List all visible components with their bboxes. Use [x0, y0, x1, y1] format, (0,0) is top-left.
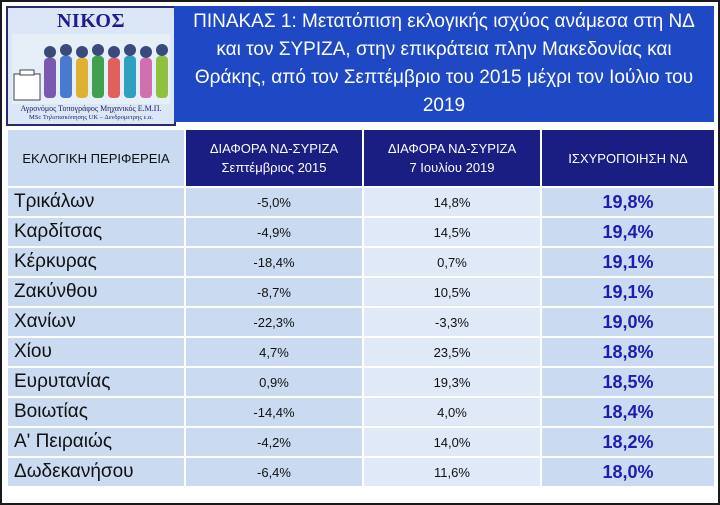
- table-row: Κέρκυρας -18,4% 0,7% 19,1%: [6, 246, 716, 278]
- cell-diff-2015: -5,0%: [184, 186, 364, 218]
- cell-diff-2019: 0,7%: [362, 246, 542, 278]
- cell-diff-2019: 14,5%: [362, 216, 542, 248]
- cell-strength: 19,1%: [540, 246, 716, 278]
- cell-diff-2015: -4,2%: [184, 426, 364, 458]
- header-diff-2015-line1: ΔΙΑΦΟΡΑ ΝΔ-ΣΥΡΙΖΑ: [209, 141, 339, 156]
- results-table: ΕΚΛΟΓΙΚΗ ΠΕΡΙΦΕΡΕΙΑ ΔΙΑΦΟΡΑ ΝΔ-ΣΥΡΙΖΑ Σε…: [6, 128, 716, 488]
- header-diff-2015-line2: Σεπτέμβριος 2015: [221, 160, 327, 175]
- table-row: Χίου 4,7% 23,5% 18,8%: [6, 336, 716, 368]
- header-diff-2019-line2: 7 Ιουλίου 2019: [409, 160, 495, 175]
- cell-region: Καρδίτσας: [6, 216, 186, 248]
- cell-strength: 19,8%: [540, 186, 716, 218]
- cell-diff-2019: -3,3%: [362, 306, 542, 338]
- cell-region: Χίου: [6, 336, 186, 368]
- cell-strength: 18,2%: [540, 426, 716, 458]
- cell-diff-2015: -4,9%: [184, 216, 364, 248]
- cell-diff-2019: 19,3%: [362, 366, 542, 398]
- cell-region: Ζακύνθου: [6, 276, 186, 308]
- header-region: ΕΚΛΟΓΙΚΗ ΠΕΡΙΦΕΡΕΙΑ: [6, 128, 186, 188]
- cell-strength: 19,4%: [540, 216, 716, 248]
- cell-diff-2015: -8,7%: [184, 276, 364, 308]
- cell-diff-2015: -6,4%: [184, 456, 364, 488]
- cell-diff-2019: 4,0%: [362, 396, 542, 428]
- cell-diff-2019: 11,6%: [362, 456, 542, 488]
- table-row: Α' Πειραιώς -4,2% 14,0% 18,2%: [6, 426, 716, 458]
- voters-illustration-icon: [12, 34, 170, 104]
- cell-region: Κέρκυρας: [6, 246, 186, 278]
- table-row: Καρδίτσας -4,9% 14,5% 19,4%: [6, 216, 716, 248]
- logo-subtitle-1: Αγρονόμος Τοπογράφος Μηχανικός Ε.Μ.Π.: [20, 104, 162, 113]
- header-diff-2019-line1: ΔΙΑΦΟΡΑ ΝΔ-ΣΥΡΙΖΑ: [387, 141, 517, 156]
- cell-strength: 18,4%: [540, 396, 716, 428]
- cell-region: Χανίων: [6, 306, 186, 338]
- table-header-row: ΕΚΛΟΓΙΚΗ ΠΕΡΙΦΕΡΕΙΑ ΔΙΑΦΟΡΑ ΝΔ-ΣΥΡΙΖΑ Σε…: [6, 128, 716, 188]
- header-strength: ΙΣΧΥΡΟΠΟΙΗΣΗ ΝΔ: [540, 128, 716, 188]
- header-diff-2015: ΔΙΑΦΟΡΑ ΝΔ-ΣΥΡΙΖΑ Σεπτέμβριος 2015: [184, 128, 364, 188]
- cell-diff-2019: 23,5%: [362, 336, 542, 368]
- cell-region: Βοιωτίας: [6, 396, 186, 428]
- header-diff-2019: ΔΙΑΦΟΡΑ ΝΔ-ΣΥΡΙΖΑ 7 Ιουλίου 2019: [362, 128, 542, 188]
- cell-diff-2015: -18,4%: [184, 246, 364, 278]
- cell-diff-2015: -14,4%: [184, 396, 364, 428]
- cell-diff-2015: 0,9%: [184, 366, 364, 398]
- table-row: Δωδεκανήσου -6,4% 11,6% 18,0%: [6, 456, 716, 488]
- cell-region: Ευρυτανίας: [6, 366, 186, 398]
- table-row: Χανίων -22,3% -3,3% 19,0%: [6, 306, 716, 338]
- cell-strength: 18,8%: [540, 336, 716, 368]
- table-row: Ζακύνθου -8,7% 10,5% 19,1%: [6, 276, 716, 308]
- cell-region: Α' Πειραιώς: [6, 426, 186, 458]
- cell-diff-2019: 14,0%: [362, 426, 542, 458]
- table-title: ΠΙΝΑΚΑΣ 1: Μετατόπιση εκλογικής ισχύος α…: [193, 11, 695, 116]
- cell-diff-2015: 4,7%: [184, 336, 364, 368]
- cell-strength: 19,1%: [540, 276, 716, 308]
- table-row: Τρικάλων -5,0% 14,8% 19,8%: [6, 186, 716, 218]
- cell-region: Τρικάλων: [6, 186, 186, 218]
- title-banner: ΠΙΝΑΚΑΣ 1: Μετατόπιση εκλογικής ισχύος α…: [174, 6, 714, 122]
- cell-diff-2019: 14,8%: [362, 186, 542, 218]
- cell-strength: 18,5%: [540, 366, 716, 398]
- cell-strength: 18,0%: [540, 456, 716, 488]
- table-row: Ευρυτανίας 0,9% 19,3% 18,5%: [6, 366, 716, 398]
- cell-strength: 19,0%: [540, 306, 716, 338]
- author-logo: ΝΙΚΟΣ ΚΑΡΔΟΥΛΑΣ Αγρονόμος Τοπογράφος Μηχ…: [6, 6, 176, 126]
- cell-diff-2015: -22,3%: [184, 306, 364, 338]
- cell-region: Δωδεκανήσου: [6, 456, 186, 488]
- table-row: Βοιωτίας -14,4% 4,0% 18,4%: [6, 396, 716, 428]
- logo-subtitle-2: MSc Τηλεπισκόπησης UK – Δενδρομετρης ε.α…: [29, 114, 153, 121]
- cell-diff-2019: 10,5%: [362, 276, 542, 308]
